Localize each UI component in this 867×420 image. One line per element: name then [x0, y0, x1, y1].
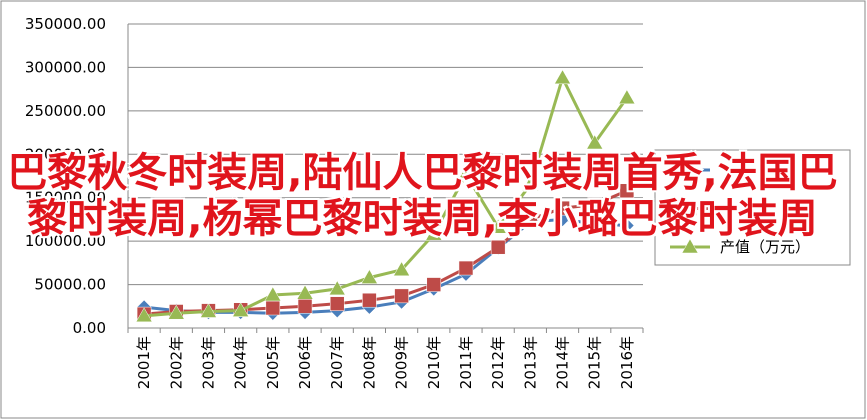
- x-tick-label: 2011年: [457, 336, 475, 389]
- series-line: [143, 73, 629, 318]
- point: [328, 280, 346, 296]
- point: [523, 212, 538, 227]
- x-tick-label: 2014年: [554, 336, 572, 389]
- point: [362, 292, 377, 308]
- point: [555, 200, 570, 216]
- x-tick-label: 2002年: [167, 336, 185, 389]
- y-tick-label: 0.00: [73, 319, 106, 337]
- y-tick-label: 350000.00: [25, 15, 106, 33]
- point: [329, 296, 345, 311]
- point: [554, 69, 571, 85]
- x-tick-label: 2007年: [328, 336, 346, 389]
- point: [264, 286, 282, 302]
- point: [360, 269, 378, 284]
- y-tick-label: 150000.00: [25, 189, 106, 207]
- x-tick-label: 2003年: [199, 336, 217, 389]
- point: [425, 225, 443, 241]
- legend-marker: [681, 238, 699, 254]
- point: [200, 302, 217, 318]
- legend-marker: [682, 201, 698, 216]
- point: [457, 165, 475, 181]
- point: [490, 239, 506, 255]
- x-tick-label: 2016年: [618, 336, 636, 389]
- y-tick-label: 100000.00: [25, 232, 106, 250]
- point: [265, 300, 281, 316]
- point: [618, 89, 636, 105]
- x-tick-label: 2010年: [425, 336, 443, 389]
- x-tick-label: 2009年: [393, 336, 411, 389]
- point: [167, 304, 185, 320]
- point: [586, 134, 604, 150]
- y-tick-label: 300000.00: [25, 58, 106, 76]
- x-tick-label: 2001年: [135, 336, 153, 389]
- x-tick-label: 2015年: [586, 336, 604, 389]
- y-tick-label: 250000.00: [25, 102, 106, 120]
- y-tick-label: 200000.00: [25, 145, 106, 163]
- point: [587, 197, 602, 212]
- point: [297, 299, 313, 314]
- legend-label: 产值（万元）: [720, 238, 810, 256]
- legend-marker: [682, 162, 698, 178]
- point: [521, 176, 539, 191]
- point: [394, 288, 409, 304]
- point: [393, 261, 411, 277]
- point: [489, 218, 507, 234]
- x-tick-label: 2004年: [232, 336, 250, 389]
- x-tick-label: 2013年: [521, 336, 539, 389]
- x-tick-label: 2006年: [296, 336, 314, 389]
- overlay-text: 巴黎秋冬时装周,陆仙人巴黎时装周首秀,法国巴黎时装周,杨幂巴黎时装周,李小璐巴黎…: [7, 150, 838, 242]
- point: [232, 302, 250, 317]
- point: [458, 260, 474, 276]
- point: [135, 307, 153, 323]
- point: [426, 277, 442, 292]
- x-tick-label: 2012年: [489, 336, 507, 389]
- point: [587, 216, 603, 232]
- point: [555, 212, 570, 227]
- point: [296, 284, 314, 300]
- point: [619, 218, 635, 233]
- y-tick-label: 50000.00: [34, 276, 106, 294]
- x-tick-label: 2008年: [360, 336, 378, 389]
- point: [619, 183, 635, 199]
- x-tick-label: 2005年: [264, 336, 282, 389]
